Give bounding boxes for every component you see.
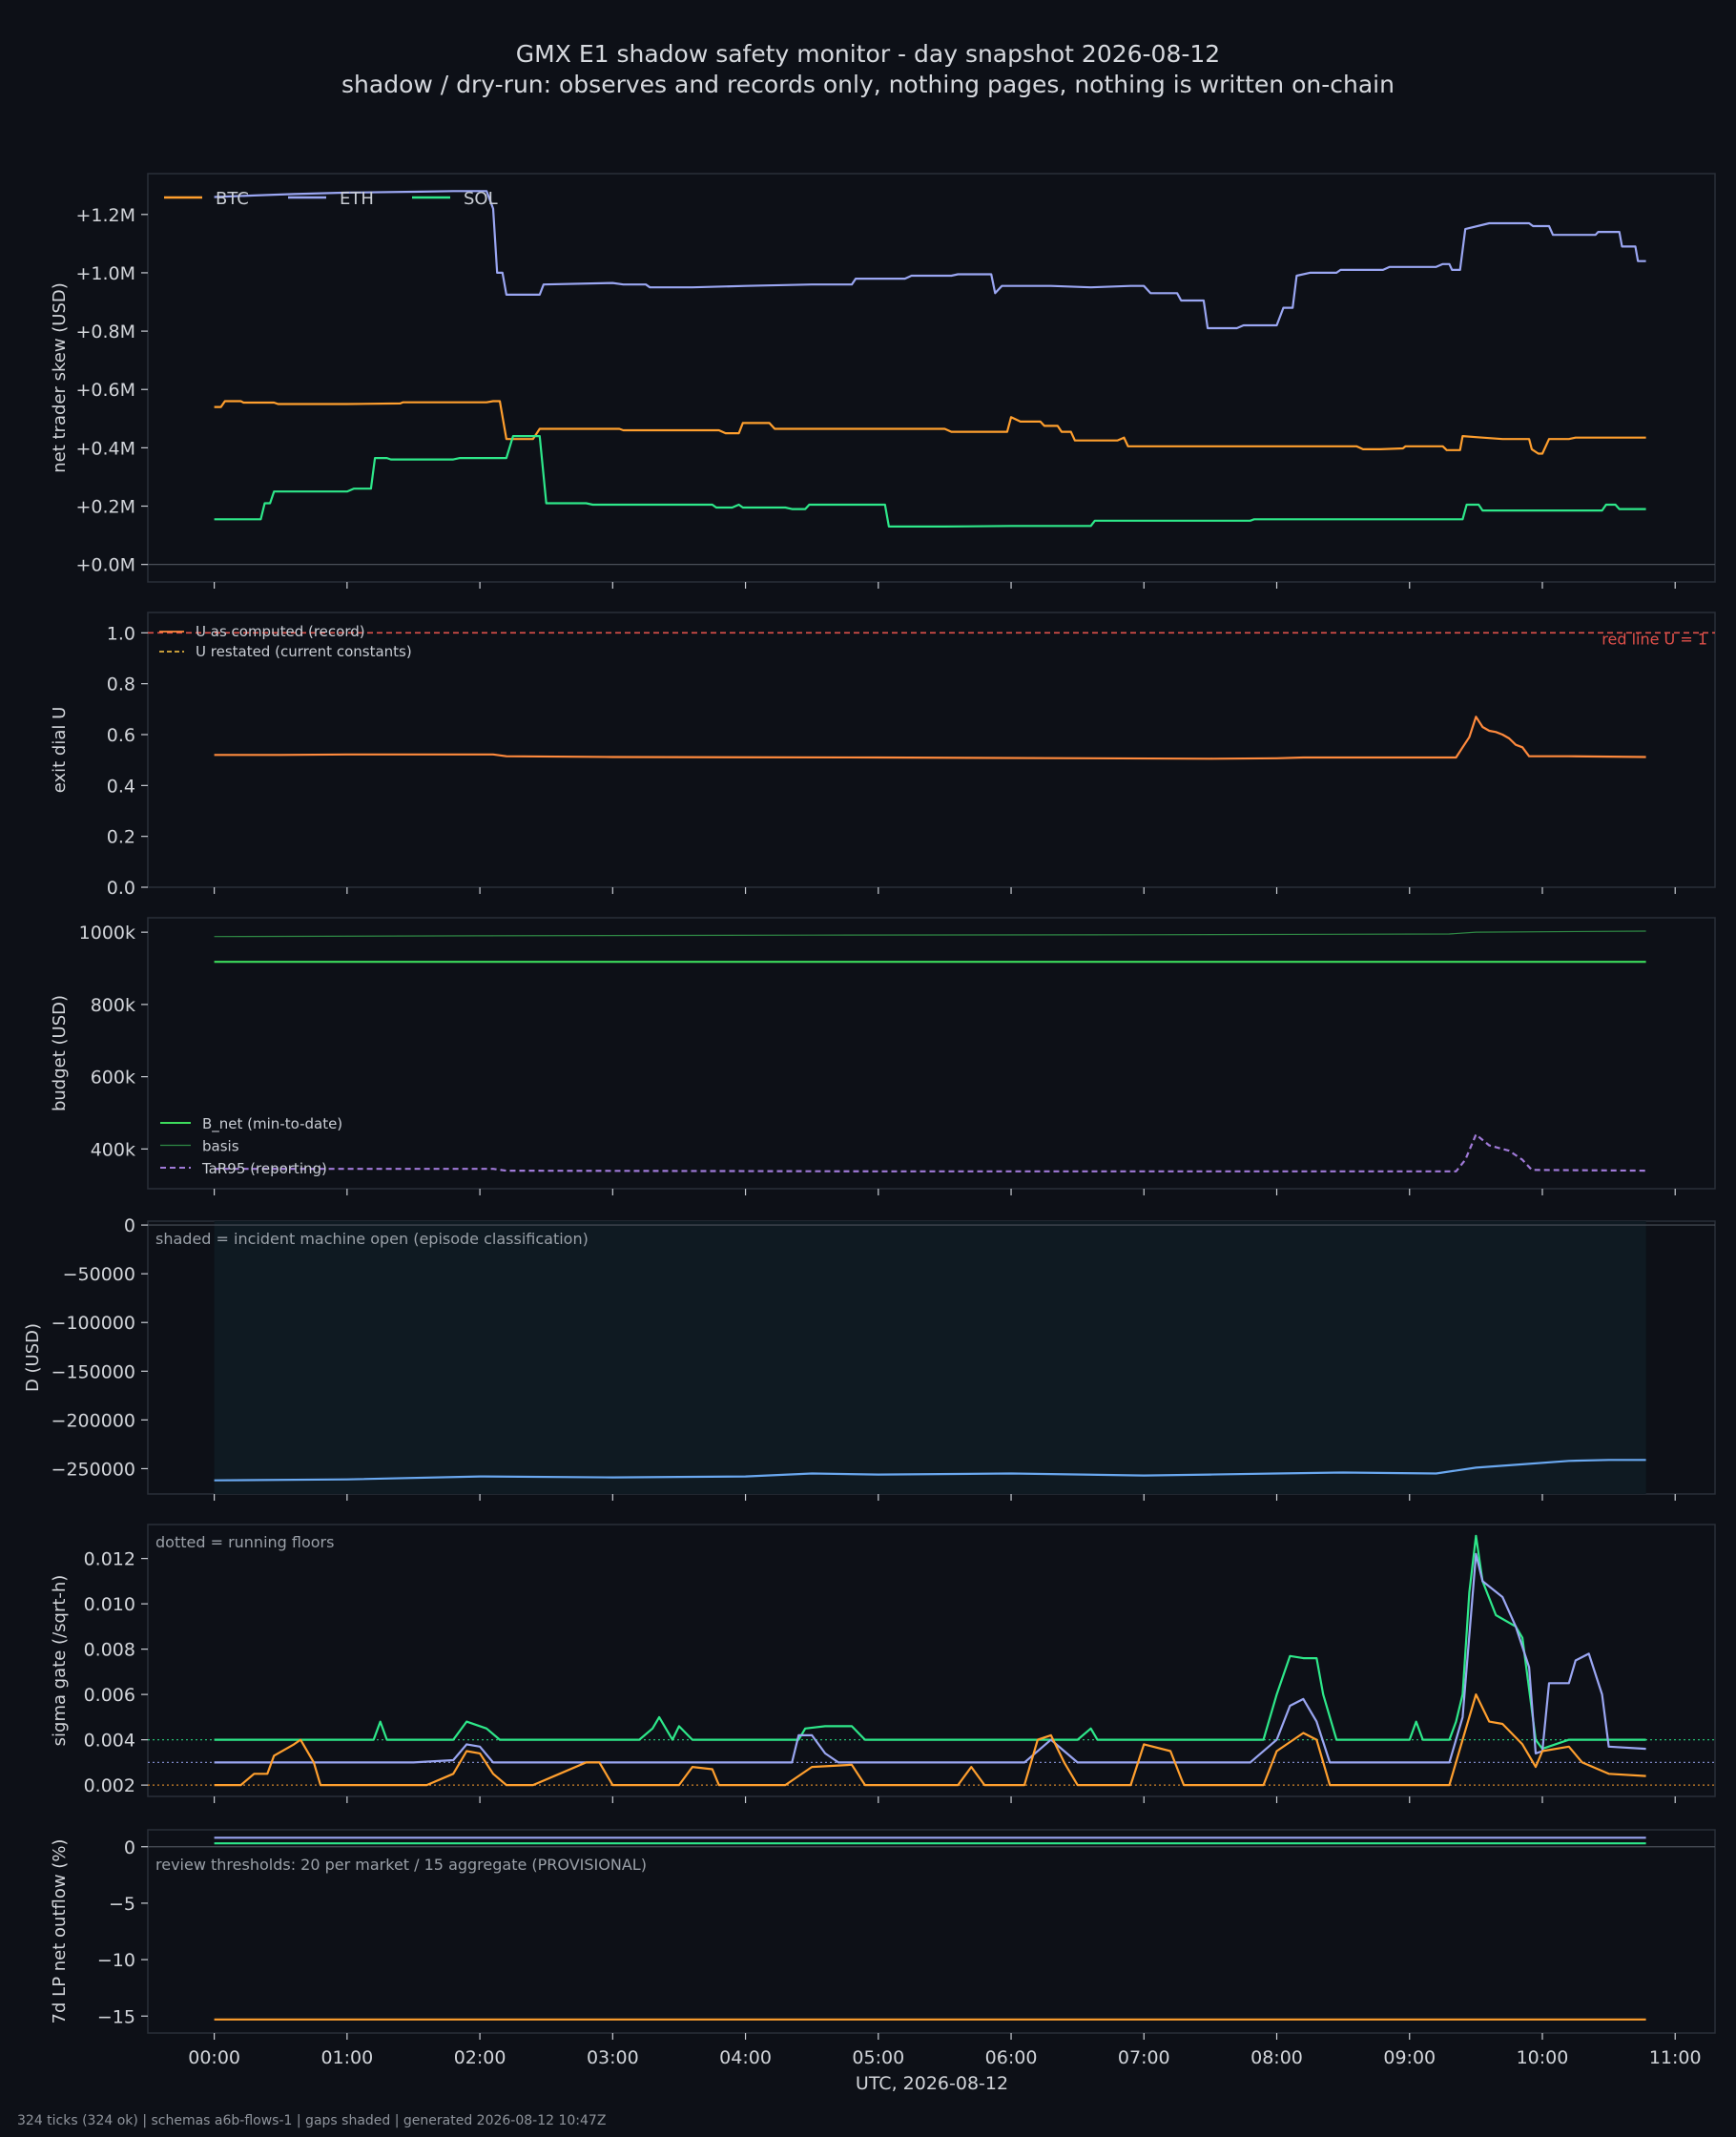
y-axis-label: 7d LP net outflow (%) xyxy=(50,1839,70,2024)
x-tick-label: 06:00 xyxy=(985,2047,1038,2068)
legend-label: TaR95 (reporting) xyxy=(201,1160,327,1177)
y-tick-label: 0.010 xyxy=(84,1594,135,1615)
y-tick-label: 0.0 xyxy=(107,878,135,899)
y-tick-label: +0.6M xyxy=(75,380,135,401)
y-tick-label: −250000 xyxy=(52,1459,135,1480)
y-tick-label: 600k xyxy=(91,1068,135,1089)
series-line-sol xyxy=(214,1534,1646,1751)
x-tick-label: 02:00 xyxy=(454,2047,506,2068)
y-tick-label: +1.0M xyxy=(75,263,135,284)
footer-status: 324 ticks (324 ok) | schemas a6b-flows-1… xyxy=(17,2113,607,2128)
series-line-btc xyxy=(214,400,1646,455)
panel-2: 0.0 0.2 0.4 0.6 0.8 1.0 exit dial U red line U … xyxy=(50,612,1716,899)
y-tick-label: +0.8M xyxy=(75,322,135,342)
legend-label-sol: SOL xyxy=(464,189,498,209)
y-tick-label: 0.012 xyxy=(84,1549,135,1570)
panel-note: dotted = running floors xyxy=(155,1533,334,1551)
x-axis-label: UTC, 2026-08-12 xyxy=(856,2073,1008,2094)
y-axis-label: exit dial U xyxy=(50,707,70,794)
y-tick-label: −5 xyxy=(109,1894,135,1915)
series-line-eth xyxy=(214,190,1646,330)
y-tick-label: −15 xyxy=(97,2006,135,2027)
x-tick-label: 01:00 xyxy=(320,2047,373,2068)
x-tick-label: 05:00 xyxy=(852,2047,904,2068)
y-axis-label: budget (USD) xyxy=(50,995,70,1111)
y-tick-label: 0.004 xyxy=(84,1731,135,1752)
red-line-annotation: red line U = 1 xyxy=(1602,630,1707,648)
panel-3: 400k 600k 800k 1000k budget (USD) B_net (min-… xyxy=(50,917,1716,1195)
x-tick-label: 03:00 xyxy=(587,2047,639,2068)
x-tick-label: 00:00 xyxy=(188,2047,240,2068)
y-tick-label: 0.8 xyxy=(107,674,135,695)
panel-frame xyxy=(147,917,1716,1190)
y-tick-label: 1000k xyxy=(79,923,135,944)
panel-frame xyxy=(147,1524,1716,1797)
y-tick-label: 0.008 xyxy=(84,1640,135,1661)
panel-frame xyxy=(147,1829,1716,2034)
y-tick-label: 400k xyxy=(91,1139,135,1160)
y-tick-label: 0.2 xyxy=(107,827,135,848)
y-tick-label: 0 xyxy=(124,1837,135,1858)
y-tick-label: +0.0M xyxy=(75,555,135,576)
y-tick-label: −100000 xyxy=(52,1313,135,1334)
x-tick-label: 11:00 xyxy=(1649,2047,1702,2068)
legend-label: U restated (current constants) xyxy=(196,643,412,660)
legend-label-btc: BTC xyxy=(216,189,249,209)
y-axis-label: D (USD) xyxy=(23,1323,43,1392)
y-tick-label: −200000 xyxy=(52,1410,135,1431)
x-tick-label: 08:00 xyxy=(1250,2047,1303,2068)
panel-4: 0 −50000 −100000 −150000 −200000 −250000 D (US… xyxy=(23,1215,1716,1501)
series-line-sol xyxy=(214,435,1646,528)
y-tick-label: +0.4M xyxy=(75,438,135,459)
series-line-d xyxy=(214,1459,1646,1482)
y-tick-label: +1.2M xyxy=(75,205,135,226)
y-tick-label: 1.0 xyxy=(107,623,135,644)
legend-label-eth: ETH xyxy=(340,189,374,209)
panel-6: 0 −5 −10 −15 00:00 01:00 02:00 03:00 04:00 05:00 0… xyxy=(50,1829,1716,2068)
y-tick-label: −50000 xyxy=(63,1264,135,1285)
panel-5: 0.002 0.004 0.006 0.008 0.010 0.012 sigma gate… xyxy=(50,1524,1716,1803)
x-tick-label: 10:00 xyxy=(1517,2047,1569,2068)
series-line-tar95-reporting- xyxy=(214,1133,1646,1172)
legend-label: basis xyxy=(202,1138,239,1155)
x-tick-label: 04:00 xyxy=(719,2047,772,2068)
series-line-u-as-computed-record- xyxy=(214,716,1646,760)
panel-frame xyxy=(147,612,1716,888)
series-line-eth xyxy=(214,1552,1646,1764)
y-axis-label: net trader skew (USD) xyxy=(50,282,70,473)
y-tick-label: 0.4 xyxy=(107,776,135,797)
x-tick-label: 09:00 xyxy=(1383,2047,1436,2068)
y-tick-label: −150000 xyxy=(52,1361,135,1382)
legend-label: U as computed (record) xyxy=(196,623,365,640)
y-tick-label: +0.2M xyxy=(75,497,135,518)
panel-frame xyxy=(147,173,1716,583)
y-tick-label: −10 xyxy=(97,1950,135,1971)
panel-note: shaded = incident machine open (episode … xyxy=(155,1230,589,1248)
chart-title: GMX E1 shadow safety monitor - day snaps… xyxy=(515,40,1221,68)
chart-subtitle: shadow / dry-run: observes and records o… xyxy=(341,71,1395,98)
series-line-btc xyxy=(214,1693,1646,1787)
panel-note: review thresholds: 20 per market / 15 ag… xyxy=(155,1856,647,1874)
y-tick-label: 0.002 xyxy=(84,1775,135,1796)
x-tick-label: 07:00 xyxy=(1118,2047,1170,2068)
panel-1: +0.0M +0.2M +0.4M +0.6M +0.8M +1.0M +1.2M net t… xyxy=(50,173,1716,589)
y-axis-label: sigma gate (/sqrt-h) xyxy=(50,1575,70,1747)
y-tick-label: 0.6 xyxy=(107,725,135,746)
y-tick-label: 0 xyxy=(124,1215,135,1236)
incident-shade xyxy=(214,1221,1646,1494)
series-line-basis xyxy=(214,930,1646,938)
y-tick-label: 0.006 xyxy=(84,1685,135,1706)
y-tick-label: 800k xyxy=(91,995,135,1016)
legend-label: B_net (min-to-date) xyxy=(202,1115,342,1133)
